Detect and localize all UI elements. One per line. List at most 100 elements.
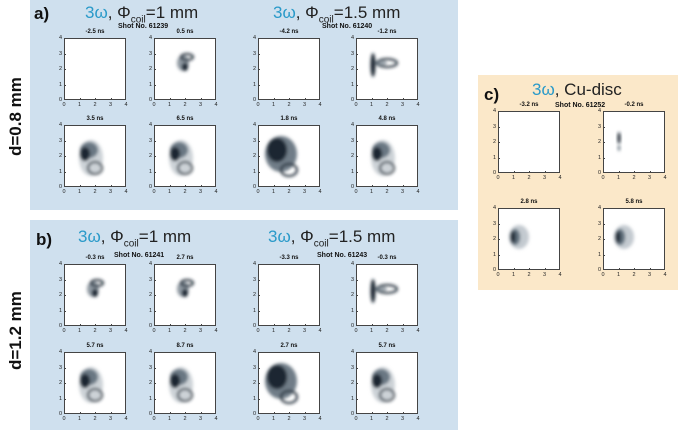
y-tick-label: 3 (252, 50, 256, 57)
y-tick-label: 2 (492, 236, 496, 242)
x-tick-label: 1 (369, 416, 374, 422)
omega-symbol: 3ω (273, 3, 296, 22)
x-tick-mark (169, 185, 171, 187)
plot-image (614, 225, 634, 249)
x-tick-label: 0 (354, 102, 358, 108)
time-label: 5.7 ns (86, 343, 104, 349)
x-tick-mark (79, 324, 81, 326)
x-tick-label: 2 (632, 175, 636, 181)
plot-image (79, 140, 103, 176)
y-tick-mark (498, 172, 500, 173)
y-tick-mark (356, 279, 358, 281)
shadowgraph-plot: -0.3 ns 4 3 2 1 0 0 1 2 3 4 (351, 255, 420, 334)
y-tick-label: 0 (58, 97, 62, 103)
x-tick-mark (402, 185, 404, 187)
panel-b-group1-shot: Shot No. 61241 (114, 252, 165, 259)
x-tick-label: 3 (198, 189, 203, 195)
x-tick-label: 3 (400, 102, 405, 108)
x-tick-label: 0 (152, 416, 156, 422)
y-tick-label: 4 (597, 108, 601, 114)
y-tick-mark (154, 84, 156, 86)
coil-prefix: , Φ (100, 227, 124, 246)
panel-a-letter: a) (34, 4, 50, 23)
y-tick-mark (356, 53, 358, 55)
y-tick-label: 0 (350, 323, 354, 329)
x-tick-mark (289, 185, 290, 187)
time-label: -3.3 ns (279, 255, 299, 261)
x-tick-mark (544, 171, 546, 173)
x-tick-label: 3 (400, 328, 405, 334)
x-tick-label: 2 (93, 189, 97, 195)
y-tick-label: 4 (350, 261, 354, 267)
x-tick-label: 3 (302, 416, 307, 422)
x-tick-label: 4 (214, 189, 218, 195)
x-tick-mark (95, 185, 96, 187)
y-tick-mark (154, 140, 156, 142)
y-tick-label: 1 (597, 251, 601, 258)
y-tick-label: 4 (148, 122, 152, 128)
coil-prefix: , Φ (107, 3, 131, 22)
x-tick-mark (110, 98, 112, 100)
plot-image (509, 225, 529, 249)
x-tick-mark (387, 185, 388, 187)
plot-image (79, 367, 103, 403)
y-tick-label: 2 (148, 66, 152, 72)
y-tick-mark (356, 367, 358, 369)
y-tick-label: 2 (148, 380, 152, 386)
coil-prefix: , Φ (295, 3, 319, 22)
y-tick-label: 4 (492, 108, 496, 114)
x-tick-label: 0 (152, 328, 156, 334)
y-tick-label: 2 (148, 153, 152, 159)
x-tick-mark (185, 412, 186, 414)
y-tick-label: 3 (148, 276, 152, 283)
x-tick-label: 1 (167, 328, 172, 334)
x-tick-mark (402, 412, 404, 414)
y-tick-mark (603, 208, 605, 209)
panel-b-group2-heading: 3ω, Φcoil=1.5 mm (268, 227, 395, 249)
y-tick-mark (154, 352, 156, 353)
x-tick-mark (215, 324, 216, 326)
time-label: 4.8 ns (378, 116, 396, 122)
time-label: 5.7 ns (378, 343, 396, 349)
x-tick-mark (319, 98, 320, 100)
x-tick-label: 0 (496, 175, 500, 181)
y-tick-mark (498, 142, 500, 143)
x-tick-label: 2 (93, 328, 97, 334)
x-tick-mark (649, 171, 651, 173)
x-tick-label: 4 (663, 175, 667, 181)
x-tick-mark (356, 324, 357, 326)
x-tick-label: 0 (354, 328, 358, 334)
x-tick-mark (387, 412, 388, 414)
y-tick-label: 3 (58, 50, 62, 57)
y-tick-mark (498, 269, 500, 270)
y-tick-mark (154, 413, 156, 414)
y-tick-mark (64, 156, 66, 157)
x-tick-label: 4 (124, 189, 128, 195)
y-tick-label: 0 (350, 97, 354, 103)
plot-image (169, 367, 193, 403)
x-tick-mark (649, 268, 651, 270)
x-tick-label: 4 (124, 102, 128, 108)
x-tick-label: 1 (616, 175, 621, 181)
x-tick-label: 4 (124, 328, 128, 334)
y-tick-mark (64, 352, 66, 353)
x-tick-label: 0 (256, 102, 260, 108)
x-tick-label: 4 (318, 102, 322, 108)
plot-frame (498, 208, 560, 270)
y-tick-mark (64, 398, 66, 400)
x-tick-label: 2 (385, 328, 389, 334)
x-tick-label: 1 (271, 416, 276, 422)
plot-frame (356, 264, 418, 326)
y-tick-mark (603, 223, 605, 225)
x-tick-mark (79, 98, 81, 100)
y-tick-mark (154, 398, 156, 400)
y-tick-mark (356, 310, 358, 312)
x-tick-label: 0 (152, 102, 156, 108)
plot-image (499, 112, 560, 173)
panel-b-group2-shot: Shot No. 61243 (317, 252, 368, 259)
x-tick-label: 2 (183, 189, 187, 195)
x-tick-label: 4 (318, 416, 322, 422)
x-tick-mark (402, 324, 404, 326)
x-tick-label: 3 (400, 416, 405, 422)
shadowgraph-plot: 6.5 ns 4 3 2 1 0 0 1 2 3 4 (149, 116, 218, 195)
